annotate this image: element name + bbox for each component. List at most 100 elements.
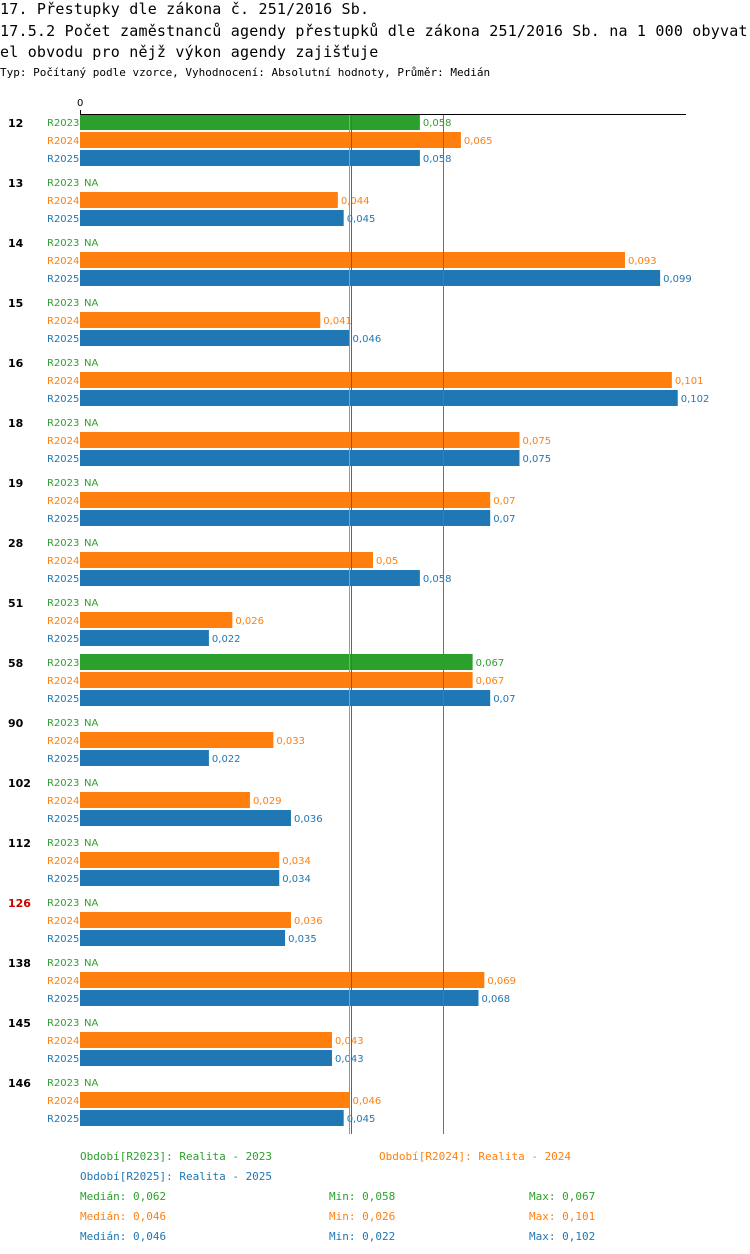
series-label-r2025: R2025 xyxy=(47,1054,79,1065)
value-label: 0,046 xyxy=(353,1096,382,1107)
value-label: 0,101 xyxy=(675,376,704,387)
value-label: 0,034 xyxy=(282,874,311,885)
legend-period-r2023: Období[R2023]: Realita - 2023 xyxy=(80,1150,273,1163)
value-label: 0,041 xyxy=(323,316,352,327)
bar-16-r2024 xyxy=(80,372,672,388)
series-label-r2024: R2024 xyxy=(47,916,79,927)
bar-126-r2024 xyxy=(80,912,291,928)
value-label: 0,044 xyxy=(341,196,370,207)
value-label: 0,022 xyxy=(212,634,241,645)
na-label: NA xyxy=(84,538,98,549)
series-label-r2024: R2024 xyxy=(47,976,79,987)
series-label-r2025: R2025 xyxy=(47,394,79,405)
legend-max-r2025: Max: 0,102 xyxy=(529,1230,596,1243)
legend-min-r2023: Min: 0,058 xyxy=(329,1190,396,1203)
series-label-r2024: R2024 xyxy=(47,796,79,807)
legend-max-r2023: Max: 0,067 xyxy=(529,1190,596,1203)
value-label: 0,07 xyxy=(493,496,515,507)
series-label-r2023: R2023 xyxy=(47,838,79,849)
chart-title-line-3: el obvodu pro nějž výkon agendy zajišťuj… xyxy=(0,43,379,61)
bar-51-r2024 xyxy=(80,612,233,628)
bar-12-r2024 xyxy=(80,132,461,148)
bar-19-r2025 xyxy=(80,510,491,526)
value-label: 0,045 xyxy=(347,1114,376,1125)
category-label-14: 14 xyxy=(8,237,24,250)
series-label-r2024: R2024 xyxy=(47,1036,79,1047)
category-label-15: 15 xyxy=(8,297,23,310)
legend-median-r2025: Medián: 0,046 xyxy=(80,1230,167,1243)
value-label: 0,067 xyxy=(476,658,505,669)
series-label-r2024: R2024 xyxy=(47,316,79,327)
category-label-58: 58 xyxy=(8,657,23,670)
series-label-r2023: R2023 xyxy=(47,658,79,669)
category-label-102: 102 xyxy=(8,777,31,790)
bar-15-r2025 xyxy=(80,330,350,346)
series-label-r2025: R2025 xyxy=(47,574,79,585)
bar-146-r2024 xyxy=(80,1092,350,1108)
series-label-r2025: R2025 xyxy=(47,754,79,765)
legend-min-r2025: Min: 0,022 xyxy=(329,1230,396,1243)
bar-58-r2023 xyxy=(80,654,473,670)
chart-title-line-1: 17. Přestupky dle zákona č. 251/2016 Sb. xyxy=(0,0,370,18)
series-label-r2023: R2023 xyxy=(47,898,79,909)
na-label: NA xyxy=(84,358,98,369)
category-label-13: 13 xyxy=(8,177,23,190)
series-label-r2024: R2024 xyxy=(47,436,79,447)
series-label-r2023: R2023 xyxy=(47,358,79,369)
na-label: NA xyxy=(84,298,98,309)
chart-title-line-2: 17.5.2 Počet zaměstnanců agendy přestupk… xyxy=(0,22,748,40)
bar-51-r2025 xyxy=(80,630,209,646)
series-label-r2023: R2023 xyxy=(47,538,79,549)
value-label: 0,035 xyxy=(288,934,317,945)
bar-138-r2025 xyxy=(80,990,479,1006)
bar-12-r2025 xyxy=(80,150,420,166)
category-label-145: 145 xyxy=(8,1017,31,1030)
bar-126-r2025 xyxy=(80,930,286,946)
bar-138-r2024 xyxy=(80,972,485,988)
value-label: 0,058 xyxy=(423,574,452,585)
category-label-18: 18 xyxy=(8,417,23,430)
bar-13-r2024 xyxy=(80,192,338,208)
bar-19-r2024 xyxy=(80,492,491,508)
series-label-r2023: R2023 xyxy=(47,958,79,969)
value-label: 0,046 xyxy=(353,334,382,345)
value-label: 0,075 xyxy=(523,454,552,465)
na-label: NA xyxy=(84,178,98,189)
na-label: NA xyxy=(84,718,98,729)
series-label-r2025: R2025 xyxy=(47,274,79,285)
category-label-90: 90 xyxy=(8,717,24,730)
series-label-r2024: R2024 xyxy=(47,196,79,207)
bar-28-r2024 xyxy=(80,552,373,568)
category-label-138: 138 xyxy=(8,957,31,970)
bar-90-r2024 xyxy=(80,732,274,748)
series-label-r2025: R2025 xyxy=(47,514,79,525)
category-label-16: 16 xyxy=(8,357,24,370)
bar-90-r2025 xyxy=(80,750,209,766)
value-label: 0,067 xyxy=(476,676,505,687)
category-label-126: 126 xyxy=(8,897,31,910)
series-label-r2025: R2025 xyxy=(47,814,79,825)
value-label: 0,093 xyxy=(628,256,657,267)
series-label-r2023: R2023 xyxy=(47,718,79,729)
x-axis-zero-label: 0 xyxy=(77,98,83,109)
series-label-r2023: R2023 xyxy=(47,778,79,789)
value-label: 0,022 xyxy=(212,754,241,765)
bar-14-r2024 xyxy=(80,252,625,268)
series-label-r2024: R2024 xyxy=(47,676,79,687)
series-label-r2025: R2025 xyxy=(47,334,79,345)
na-label: NA xyxy=(84,238,98,249)
na-label: NA xyxy=(84,838,98,849)
category-label-112: 112 xyxy=(8,837,31,850)
series-label-r2025: R2025 xyxy=(47,1114,79,1125)
category-label-51: 51 xyxy=(8,597,23,610)
series-label-r2024: R2024 xyxy=(47,1096,79,1107)
bar-58-r2025 xyxy=(80,690,491,706)
value-label: 0,102 xyxy=(681,394,710,405)
series-label-r2025: R2025 xyxy=(47,634,79,645)
bar-102-r2025 xyxy=(80,810,291,826)
na-label: NA xyxy=(84,958,98,969)
value-label: 0,099 xyxy=(663,274,692,285)
value-label: 0,068 xyxy=(481,994,510,1005)
value-label: 0,07 xyxy=(493,514,515,525)
value-label: 0,05 xyxy=(376,556,398,567)
